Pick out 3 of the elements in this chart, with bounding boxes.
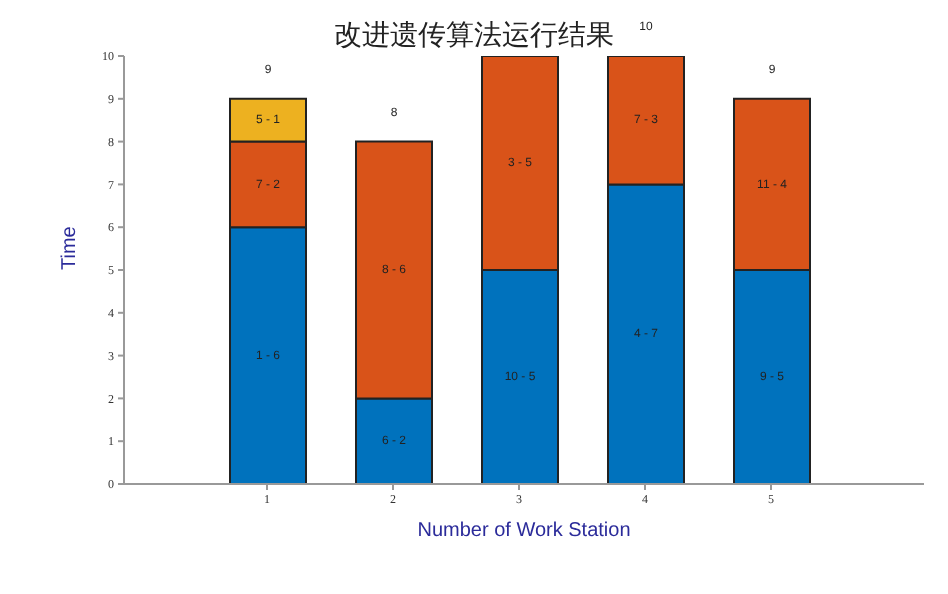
chart-title: 改进遗传算法运行结果 <box>334 20 614 52</box>
x-axis-title: Number of Work Station <box>417 520 631 542</box>
y-axis-title: Time <box>59 225 82 270</box>
